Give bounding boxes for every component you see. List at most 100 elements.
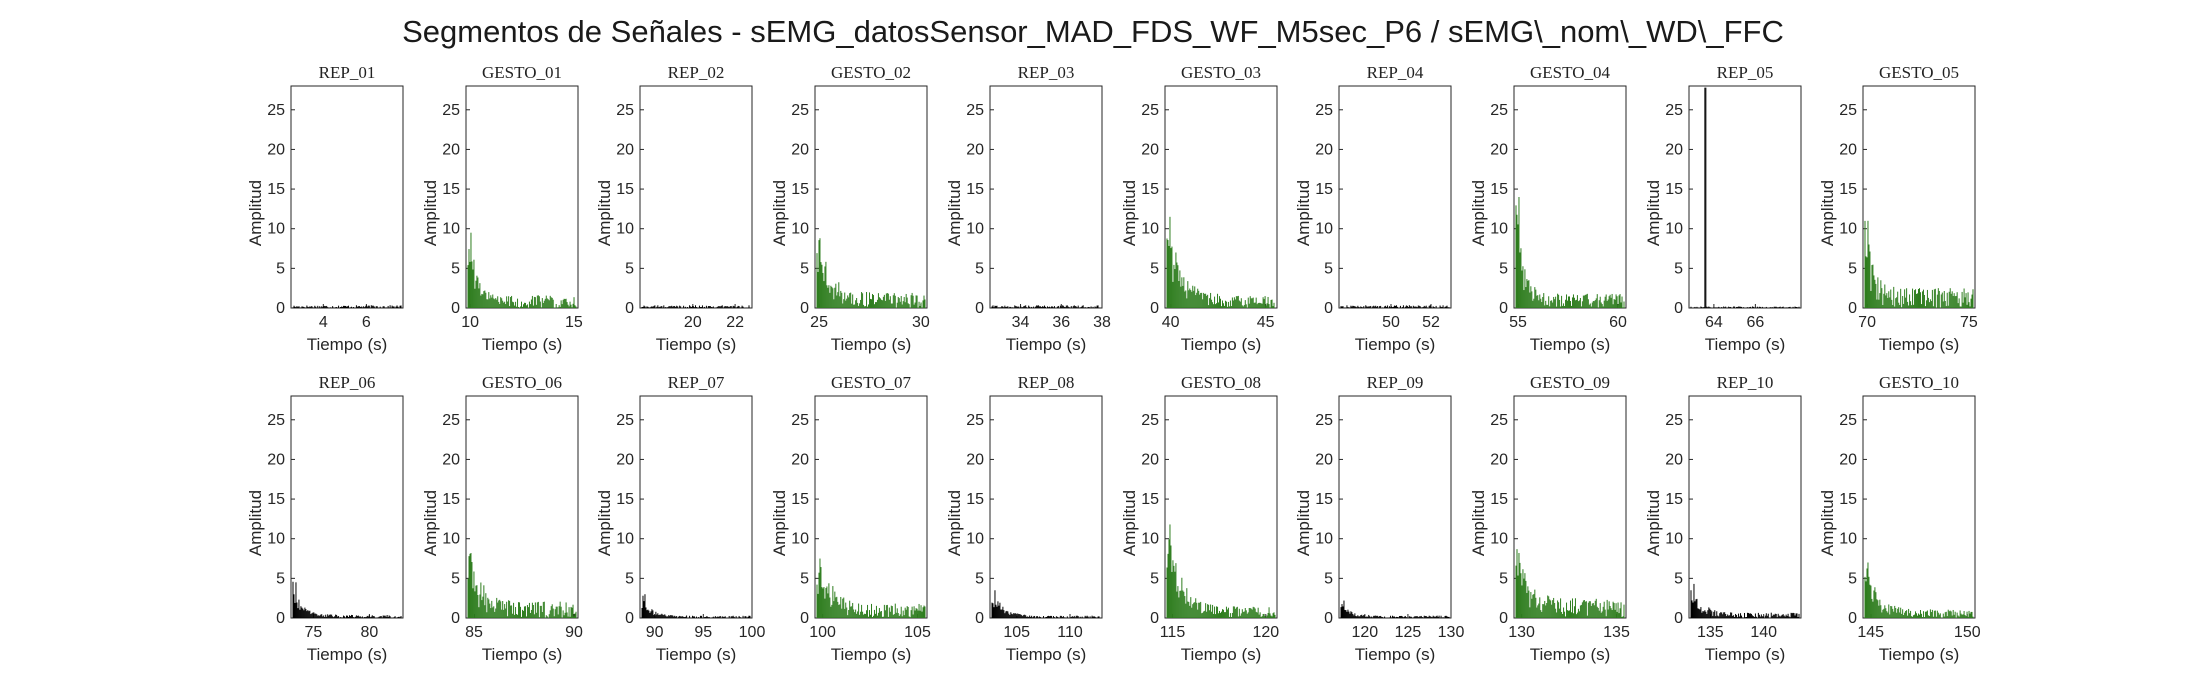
y-tick-label: 5 xyxy=(1150,570,1159,587)
y-tick-label: 20 xyxy=(966,451,984,468)
y-tick-label: 10 xyxy=(1141,531,1159,548)
y-tick-label: 5 xyxy=(1499,260,1508,277)
x-axis-label: Tiempo (s) xyxy=(1006,335,1087,354)
x-axis-label: Tiempo (s) xyxy=(1355,335,1436,354)
subplot-gesto_09: GESTO_09 0 5 10 15 20 25 130 135 Tiempo (s) Amplit… xyxy=(1469,373,1630,664)
subplot-title: GESTO_10 xyxy=(1879,373,1959,392)
y-tick-label: 20 xyxy=(1490,451,1508,468)
x-tick-label: 105 xyxy=(904,624,931,641)
x-tick-label: 85 xyxy=(465,624,483,641)
y-tick-label: 10 xyxy=(442,531,460,548)
x-axis-label: Tiempo (s) xyxy=(307,645,388,664)
y-tick-label: 20 xyxy=(1839,451,1857,468)
axes-box xyxy=(1688,395,1802,619)
y-axis-label: Amplitud xyxy=(595,490,614,556)
y-tick-label: 20 xyxy=(966,141,984,158)
x-tick-label: 50 xyxy=(1382,314,1400,331)
y-tick-label: 5 xyxy=(1150,260,1159,277)
y-axis-label: Amplitud xyxy=(1120,180,1139,246)
signal-series xyxy=(1166,524,1276,618)
x-tick-label: 135 xyxy=(1697,624,1724,641)
x-tick-label: 52 xyxy=(1422,314,1440,331)
y-axis-label: Amplitud xyxy=(1644,490,1663,556)
y-axis-label: Amplitud xyxy=(421,180,440,246)
y-tick-label: 10 xyxy=(791,221,809,238)
y-tick-label: 0 xyxy=(800,610,809,627)
subplot-title: GESTO_03 xyxy=(1181,63,1261,82)
subplot-rep_05: REP_05 0 5 10 15 20 25 64 66 Tiempo (s) Amplitud xyxy=(1644,63,1802,354)
y-tick-label: 5 xyxy=(276,570,285,587)
x-tick-label: 10 xyxy=(461,314,479,331)
y-tick-label: 25 xyxy=(1141,102,1159,119)
y-tick-label: 25 xyxy=(1839,102,1857,119)
y-tick-label: 25 xyxy=(267,102,285,119)
y-tick-label: 15 xyxy=(616,181,634,198)
y-tick-label: 25 xyxy=(966,102,984,119)
axes-box xyxy=(1688,85,1802,309)
y-axis-label: Amplitud xyxy=(945,490,964,556)
y-tick-label: 20 xyxy=(791,451,809,468)
y-axis-label: Amplitud xyxy=(246,180,265,246)
y-tick-label: 5 xyxy=(276,260,285,277)
y-tick-label: 25 xyxy=(1665,102,1683,119)
x-tick-label: 66 xyxy=(1746,314,1764,331)
y-tick-label: 25 xyxy=(616,102,634,119)
y-tick-label: 25 xyxy=(442,102,460,119)
y-tick-label: 20 xyxy=(1490,141,1508,158)
axes-box xyxy=(1164,395,1278,619)
x-axis-label: Tiempo (s) xyxy=(1006,645,1087,664)
x-axis-label: Tiempo (s) xyxy=(1705,645,1786,664)
y-tick-label: 10 xyxy=(1490,531,1508,548)
x-axis-label: Tiempo (s) xyxy=(1355,645,1436,664)
signal-series xyxy=(467,552,577,618)
subplot-gesto_08: GESTO_08 0 5 10 15 20 25 115 120 Tiempo (s) Amplit… xyxy=(1120,373,1279,664)
y-tick-label: 0 xyxy=(975,300,984,317)
y-tick-label: 25 xyxy=(616,412,634,429)
y-tick-label: 15 xyxy=(442,491,460,508)
y-tick-label: 25 xyxy=(791,102,809,119)
y-tick-label: 15 xyxy=(966,181,984,198)
y-tick-label: 20 xyxy=(1141,141,1159,158)
x-tick-label: 95 xyxy=(694,624,712,641)
x-axis-label: Tiempo (s) xyxy=(1879,335,1960,354)
y-tick-label: 20 xyxy=(442,451,460,468)
subplot-title: REP_07 xyxy=(668,373,725,392)
y-tick-label: 20 xyxy=(267,451,285,468)
subplot-title: REP_08 xyxy=(1018,373,1075,392)
y-tick-label: 15 xyxy=(791,491,809,508)
y-tick-label: 20 xyxy=(1315,141,1333,158)
x-tick-label: 80 xyxy=(361,624,379,641)
x-axis-label: Tiempo (s) xyxy=(831,335,912,354)
y-tick-label: 0 xyxy=(276,300,285,317)
x-tick-label: 36 xyxy=(1052,314,1070,331)
subplot-title: GESTO_08 xyxy=(1181,373,1261,392)
y-axis-label: Amplitud xyxy=(1294,490,1313,556)
y-tick-label: 5 xyxy=(975,260,984,277)
axes-box xyxy=(639,85,753,309)
y-tick-label: 0 xyxy=(800,300,809,317)
x-tick-label: 25 xyxy=(810,314,828,331)
y-tick-label: 0 xyxy=(1150,300,1159,317)
signal-series xyxy=(1690,87,1800,308)
y-axis-label: Amplitud xyxy=(1469,490,1488,556)
axes-box xyxy=(290,85,404,309)
y-tick-label: 0 xyxy=(1848,300,1857,317)
signal-series xyxy=(1864,220,1974,308)
subplot-gesto_07: GESTO_07 0 5 10 15 20 25 100 105 Tiempo (s) Amplit… xyxy=(770,373,931,664)
subplot-title: GESTO_04 xyxy=(1530,63,1610,82)
y-tick-label: 5 xyxy=(451,260,460,277)
y-tick-label: 10 xyxy=(791,531,809,548)
x-tick-label: 115 xyxy=(1160,624,1186,641)
y-tick-label: 25 xyxy=(966,412,984,429)
y-tick-label: 10 xyxy=(966,531,984,548)
subplot-title: GESTO_07 xyxy=(831,373,911,392)
subplot-title: REP_01 xyxy=(319,63,376,82)
subplot-title: REP_09 xyxy=(1367,373,1424,392)
x-tick-label: 40 xyxy=(1162,314,1180,331)
y-tick-label: 20 xyxy=(791,141,809,158)
y-tick-label: 0 xyxy=(625,610,634,627)
y-tick-label: 5 xyxy=(800,260,809,277)
y-tick-label: 15 xyxy=(616,491,634,508)
